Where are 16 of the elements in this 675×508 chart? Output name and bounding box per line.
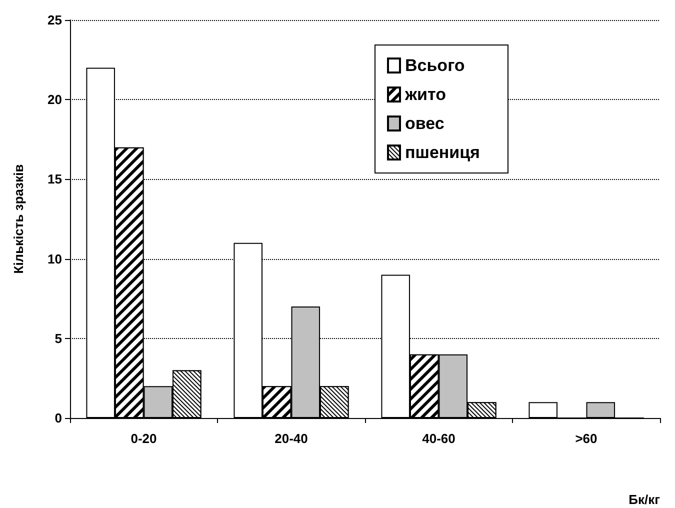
y-tick-label: 0 (54, 410, 62, 426)
legend-label: жито (404, 85, 446, 104)
y-tick-label: 25 (48, 12, 62, 28)
x-tick-label: 40-60 (422, 431, 456, 446)
y-tick-label: 20 (48, 92, 62, 108)
y-tick-label: 5 (54, 330, 62, 346)
legend-label: пшениця (405, 143, 480, 162)
legend-label: овес (405, 114, 444, 133)
x-tick-label: 0-20 (130, 431, 157, 446)
y-axis-title: Кількість зразків (11, 164, 26, 274)
legend-label: Всього (405, 56, 465, 75)
x-tick-label: 20-40 (274, 431, 308, 446)
y-tick-label: 10 (48, 251, 62, 266)
x-axis-title: Бк/кг (628, 492, 661, 507)
x-tick-label: >60 (575, 431, 598, 446)
y-tick-label: 15 (48, 172, 62, 187)
